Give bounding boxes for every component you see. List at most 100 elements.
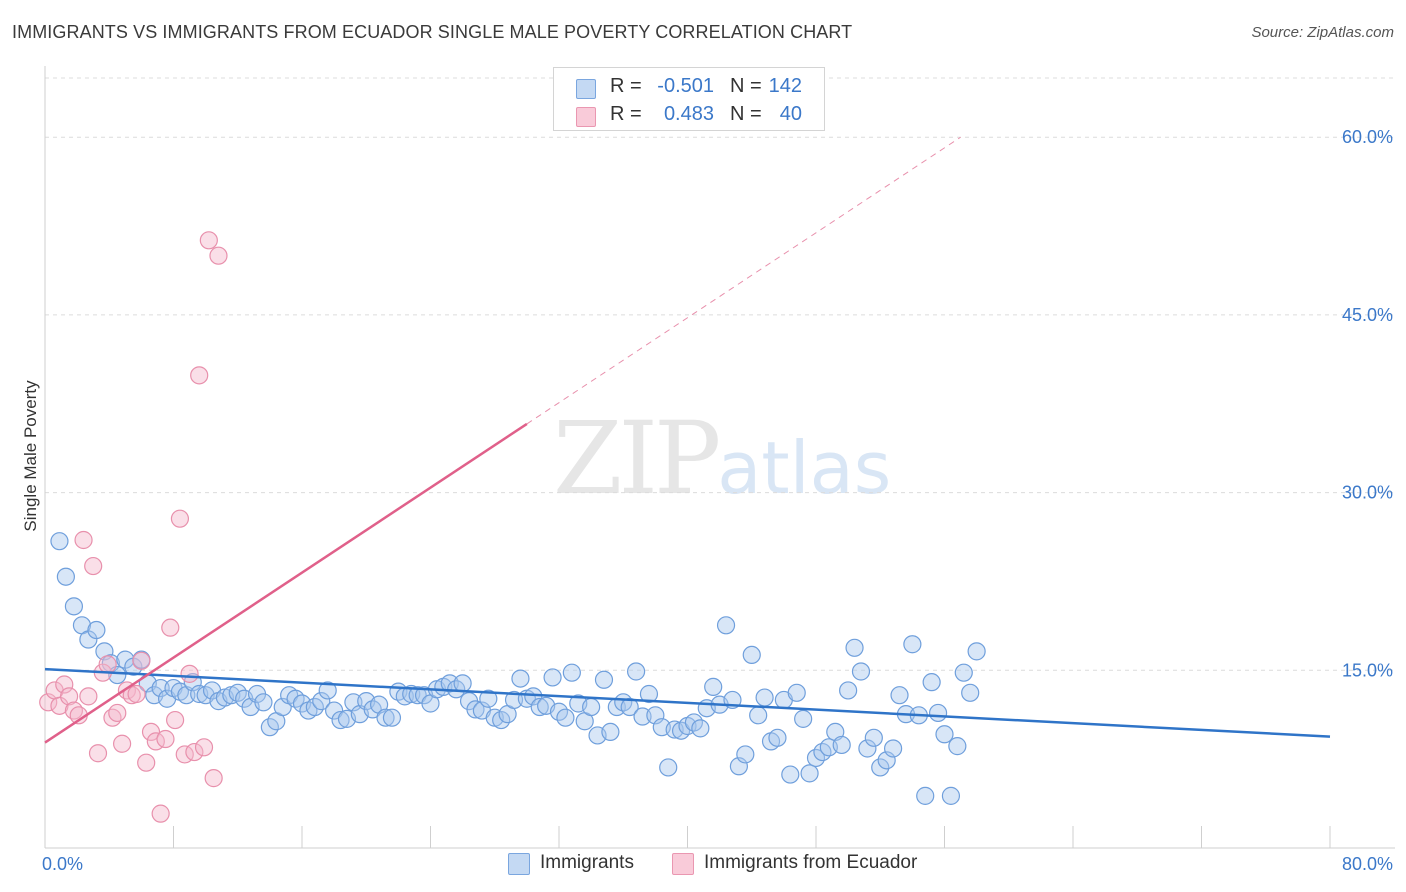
data-point-immigrants <box>479 689 498 708</box>
data-point-ecuador <box>39 693 58 712</box>
data-point-immigrants <box>376 708 395 727</box>
data-point-immigrants <box>961 683 980 702</box>
data-point-ecuador <box>112 734 132 753</box>
data-point-immigrants <box>273 697 292 717</box>
data-point-ecuador <box>88 744 108 763</box>
data-point-immigrants <box>556 708 575 727</box>
data-point-immigrants <box>691 719 710 738</box>
data-point-immigrants <box>56 567 75 586</box>
data-point-immigrants <box>704 677 723 696</box>
data-point-immigrants <box>594 670 614 689</box>
bottom-legend-swatch-pink <box>672 853 694 875</box>
legend-n-value: 40 <box>779 103 802 125</box>
trend-line-immigrants <box>44 667 1331 738</box>
data-point-immigrants <box>659 758 678 777</box>
data-point-immigrants <box>871 758 890 777</box>
data-point-ecuador <box>190 366 209 385</box>
data-point-immigrants <box>639 684 659 704</box>
data-point-immigrants <box>254 693 273 712</box>
legend-row-immigrants: R = -0.501 N = 142 <box>554 73 824 101</box>
watermark-zip: ZIP <box>553 400 721 517</box>
data-point-ecuador <box>98 655 117 674</box>
data-point-ecuador <box>59 687 79 706</box>
bottom-legend-label: Immigrants from Ecuador <box>704 852 918 873</box>
y-tick-label: 15.0% <box>1342 660 1393 680</box>
data-point-immigrants <box>633 707 652 726</box>
y-tick-label: 30.0% <box>1342 483 1393 503</box>
data-point-ecuador <box>84 556 103 576</box>
x-tick-labels: 0.0% 80.0% <box>42 854 1393 874</box>
bottom-legend-label: Immigrants <box>540 852 634 873</box>
trend-lines <box>44 136 1331 744</box>
data-point-ecuador <box>55 675 74 694</box>
data-point-immigrants <box>864 728 883 747</box>
data-point-immigrants <box>318 681 337 700</box>
legend-swatch-pink <box>576 107 596 127</box>
data-point-immigrants <box>453 674 472 693</box>
data-point-immigrants <box>755 688 774 707</box>
data-point-immigrants <box>562 663 581 682</box>
data-point-immigrants <box>325 701 344 720</box>
axes <box>44 66 1395 849</box>
data-point-immigrants <box>948 737 967 756</box>
data-point-ecuador <box>180 664 199 683</box>
data-point-immigrants <box>794 709 813 728</box>
data-point-ecuador <box>156 729 175 749</box>
data-point-immigrants <box>511 669 530 688</box>
data-point-ecuador <box>50 696 69 715</box>
data-point-immigrants <box>800 764 819 783</box>
data-point-immigrants <box>742 645 761 665</box>
data-point-ecuador <box>79 687 98 706</box>
data-point-immigrants <box>344 693 363 712</box>
data-point-immigrants <box>749 706 768 725</box>
data-point-immigrants <box>312 692 331 711</box>
data-point-immigrants <box>890 686 909 705</box>
data-point-immigrants <box>601 722 620 742</box>
data-point-immigrants <box>736 745 755 764</box>
data-point-immigrants <box>832 735 851 755</box>
legend-r-label: R = <box>610 103 642 125</box>
data-point-immigrants <box>151 678 170 698</box>
data-point-ecuador <box>204 769 223 788</box>
stats-legend: R = -0.501 N = 142 R = 0.483 N = 40 <box>553 67 825 131</box>
data-point-ecuador <box>185 742 204 762</box>
data-point-immigrants <box>877 751 896 770</box>
series-ecuador-points <box>39 231 228 823</box>
legend-n-label: N = <box>730 75 762 97</box>
data-point-immigrants <box>768 728 787 747</box>
grid-lines <box>45 77 1395 671</box>
data-point-immigrants <box>729 757 749 776</box>
data-point-immigrants <box>954 663 973 682</box>
series-immigrants-points <box>50 532 986 805</box>
legend-row-ecuador: R = 0.483 N = 40 <box>554 101 824 129</box>
data-point-immigrants <box>916 786 935 805</box>
data-point-immigrants <box>543 668 562 687</box>
y-axis-label: Single Male Poverty <box>21 380 40 532</box>
data-point-immigrants <box>530 697 549 717</box>
data-point-immigrants <box>87 620 106 640</box>
data-point-immigrants <box>839 681 858 700</box>
legend-r-value: 0.483 <box>663 103 714 125</box>
data-point-immigrants <box>967 642 986 661</box>
legend-r-label: R = <box>610 75 642 97</box>
data-point-immigrants <box>626 662 646 681</box>
data-point-ecuador <box>137 753 156 772</box>
source-credit: Source: ZipAtlas.com <box>1251 24 1394 41</box>
data-point-immigrants <box>50 532 69 551</box>
data-point-ecuador <box>127 684 146 704</box>
legend-n-label: N = <box>730 103 762 125</box>
chart-title: IMMIGRANTS VS IMMIGRANTS FROM ECUADOR SI… <box>12 22 853 42</box>
bottom-legend-swatch-blue <box>508 853 530 875</box>
data-point-ecuador <box>132 651 151 670</box>
data-point-immigrants <box>883 739 903 758</box>
data-point-immigrants <box>466 700 485 719</box>
x-tick-label: 80.0% <box>1342 854 1393 874</box>
data-point-immigrants <box>935 725 954 744</box>
x-tick-label: 0.0% <box>42 854 83 874</box>
legend-swatch-blue <box>576 79 596 99</box>
legend-n-value: 142 <box>768 75 802 97</box>
watermark: ZIPatlas <box>553 400 891 517</box>
data-point-immigrants <box>582 697 601 717</box>
trend-line-ecuador-extrapolated <box>526 136 961 425</box>
data-point-immigrants <box>64 597 84 616</box>
